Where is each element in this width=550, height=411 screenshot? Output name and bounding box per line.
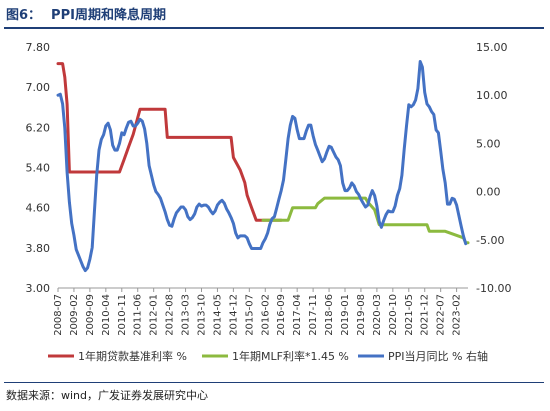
ppi-rate-cycle-chart: 7.80 7.00 6.20 5.40 4.60 3.80 3.00 15.00 10.00 5.… xyxy=(26,41,512,363)
x-axis-tick-label: 2011-06 xyxy=(133,294,144,336)
right-axis-tick-label: -10.00 xyxy=(476,282,511,295)
x-axis-tick-label: 2016-09 xyxy=(276,294,287,336)
x-axis-tick-label: 2009-02 xyxy=(69,294,80,336)
left-axis-tick-label: 3.80 xyxy=(26,242,51,255)
x-axis-tick-label: 2017-04 xyxy=(292,294,303,336)
x-axis-tick-label: 2020-10 xyxy=(388,294,399,336)
figure-label: 图6： xyxy=(6,8,42,23)
ppi-series-line xyxy=(56,60,468,273)
x-axis-tick-label: 2020-03 xyxy=(372,294,383,336)
x-axis-tick-label: 2021-05 xyxy=(404,294,415,336)
figure-title-text: PPI周期和降息周期 xyxy=(51,8,166,23)
footer-rule xyxy=(4,382,544,383)
left-axis-tick-label: 6.20 xyxy=(26,121,51,134)
x-axis-tick-label: 2008-07 xyxy=(53,294,64,336)
right-axis-tick-label: -5.00 xyxy=(476,234,504,247)
left-axis-tick-label: 5.40 xyxy=(26,162,51,175)
right-axis-tick-label: 0.00 xyxy=(476,186,501,199)
x-axis-tick-label: 2012-08 xyxy=(165,294,176,336)
x-axis-tick-label: 2013-03 xyxy=(181,294,192,336)
mlf-series-line xyxy=(261,196,470,245)
x-axis-tick-label: 2014-12 xyxy=(228,294,239,336)
right-axis-tick-label: 5.00 xyxy=(476,137,501,150)
data-source: 数据来源：wind，广发证券发展研究中心 xyxy=(6,389,209,402)
x-axis-tick-label: 2018-06 xyxy=(324,294,335,336)
title-rule xyxy=(4,27,544,29)
x-axis-tick-label: 2019-08 xyxy=(356,294,367,336)
x-axis-tick-label: 2016-02 xyxy=(260,294,271,336)
x-axis-tick-label: 2010-11 xyxy=(117,294,128,336)
left-axis-tick-label: 3.00 xyxy=(26,282,51,295)
legend-mlf-label: 1年期MLF利率*1.45 % xyxy=(232,349,349,363)
left-axis-tick-label: 7.80 xyxy=(26,41,51,54)
x-axis-tick-label: 2017-11 xyxy=(308,294,319,336)
legend-ppi-label: PPI当月同比 % 右轴 xyxy=(388,349,488,363)
x-axis-tick-label: 2019-01 xyxy=(340,294,351,336)
figure-title: 图6： PPI周期和降息周期 xyxy=(6,4,166,23)
x-axis-tick-label: 2021-12 xyxy=(420,294,431,336)
x-axis-tick-label: 2013-10 xyxy=(197,294,208,336)
x-axis-tick-label: 2015-07 xyxy=(244,294,255,336)
lpr-series-line xyxy=(56,62,283,222)
x-axis-tick-label: 2009-09 xyxy=(85,294,96,336)
x-axis-tick-label: 2023-02 xyxy=(452,294,463,336)
x-axis-tick-label: 2012-01 xyxy=(149,294,160,336)
right-axis-tick-label: 15.00 xyxy=(476,41,508,54)
x-axis-tick-label: 2022-07 xyxy=(436,294,447,336)
left-axis-tick-label: 7.00 xyxy=(26,81,51,94)
legend-lpr-label: 1年期贷款基准利率 % xyxy=(78,349,187,363)
left-axis-tick-label: 4.60 xyxy=(26,202,51,215)
x-axis-tick-label: 2010-04 xyxy=(101,294,112,336)
right-axis-tick-label: 10.00 xyxy=(476,89,508,102)
x-axis-tick-label: 2014-05 xyxy=(212,294,223,336)
